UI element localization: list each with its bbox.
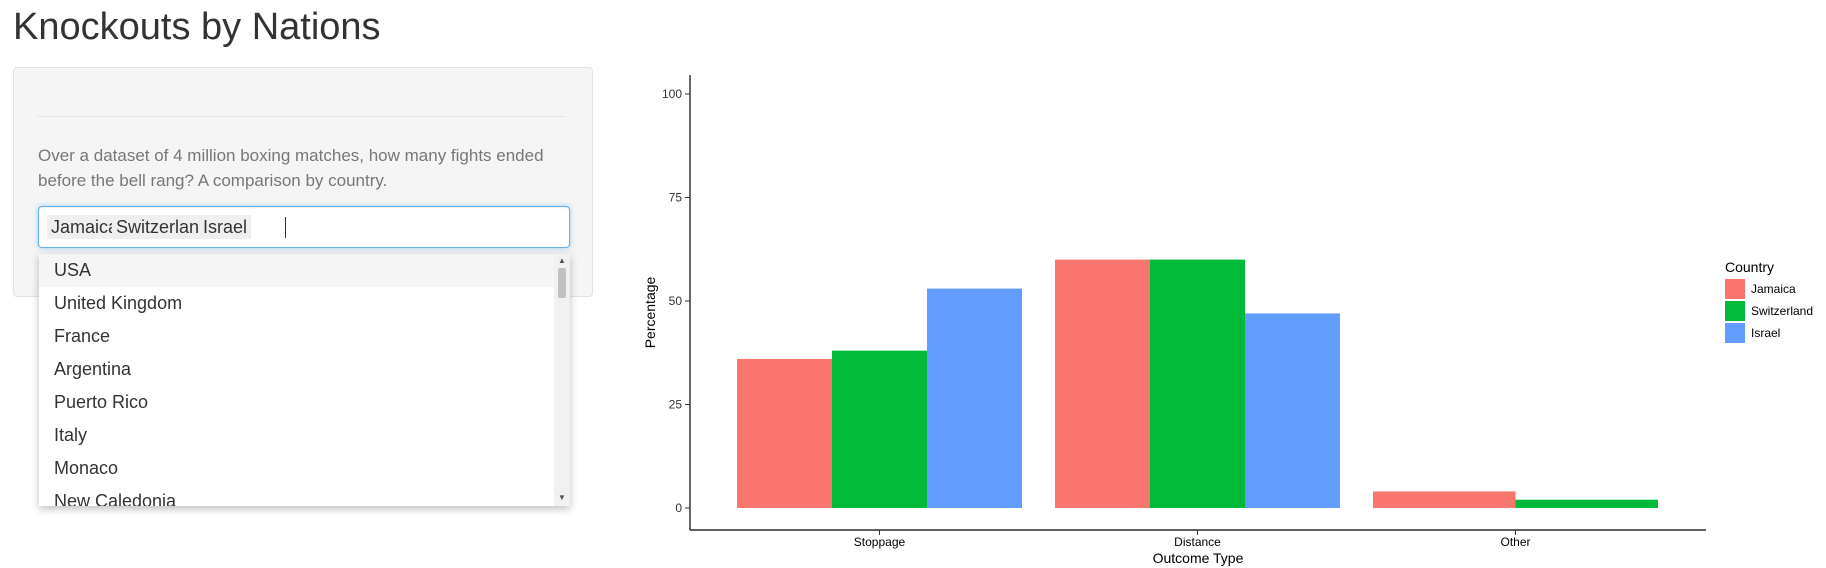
dropdown-option[interactable]: France [54, 326, 111, 346]
dropdown-option[interactable]: Argentina [54, 359, 132, 379]
y-axis-title: Percentage [642, 276, 658, 348]
page-title: Knockouts by Nations [13, 6, 381, 48]
dropdown-option[interactable]: United Kingdom [54, 293, 183, 313]
y-tick-label: 25 [669, 398, 683, 412]
legend-label: Switzerland [1751, 304, 1813, 318]
legend-key-israel [1725, 323, 1745, 343]
x-axis-title: Outcome Type [1153, 550, 1244, 566]
divider [37, 116, 565, 117]
country-select-input[interactable]: Jamaica Switzerland Israel [38, 206, 570, 248]
bar-israel-stoppage [927, 288, 1022, 508]
description-text: Over a dataset of 4 million boxing match… [38, 146, 544, 190]
dropdown-option[interactable]: Puerto Rico [54, 392, 149, 412]
dropdown-scrollbar[interactable]: ▲ ▼ [554, 254, 570, 506]
x-tick-label: Distance [1174, 535, 1221, 549]
country-dropdown[interactable]: USA United Kingdom France Argentina Puer… [39, 254, 570, 506]
dropdown-option[interactable]: Monaco [54, 458, 119, 478]
legend-label: Israel [1751, 326, 1780, 340]
legend-title: Country [1725, 259, 1774, 275]
selected-chip-switzerland[interactable]: Switzerland [112, 215, 214, 239]
legend-key-switzerland [1725, 301, 1745, 321]
bar-jamaica-distance [1055, 259, 1150, 508]
dropdown-option[interactable]: New Caledonia [54, 491, 177, 506]
legend-key-jamaica [1725, 279, 1745, 299]
bar-jamaica-stoppage [737, 358, 832, 508]
y-tick-label: 50 [669, 294, 683, 308]
bar-israel-distance [1245, 313, 1340, 508]
scroll-down-arrow-icon[interactable]: ▼ [558, 493, 566, 502]
bar-switzerland-stoppage [832, 350, 927, 508]
scroll-up-arrow-icon[interactable]: ▲ [558, 256, 566, 265]
dropdown-option[interactable]: USA [39, 254, 554, 287]
selected-chip-jamaica[interactable]: Jamaica [47, 215, 123, 239]
legend-label: Jamaica [1751, 282, 1796, 296]
bar-jamaica-other [1373, 491, 1516, 508]
bar-switzerland-distance [1150, 259, 1245, 508]
bar-switzerland-other [1515, 499, 1658, 508]
y-tick-label: 100 [662, 87, 682, 101]
dropdown-option[interactable]: Italy [54, 425, 88, 445]
x-tick-label: Stoppage [854, 535, 906, 549]
x-tick-label: Other [1500, 535, 1530, 549]
scroll-thumb[interactable] [558, 268, 566, 298]
text-cursor [285, 217, 286, 238]
y-tick-label: 75 [669, 191, 683, 205]
y-tick-label: 0 [675, 501, 682, 515]
selected-chip-israel[interactable]: Israel [199, 215, 252, 239]
